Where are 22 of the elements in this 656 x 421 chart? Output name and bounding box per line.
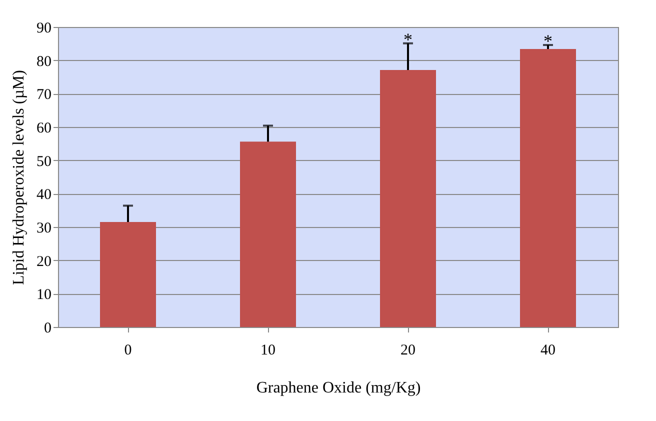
annotation: * (544, 31, 552, 51)
x-axis-title: Graphene Oxide (mg/Kg) (256, 380, 421, 396)
annotation: * (404, 29, 412, 50)
x-tick-label: 40 (540, 342, 556, 358)
y-tick-label: 80 (36, 54, 52, 70)
bar (240, 142, 296, 327)
y-tick-label: 60 (36, 120, 52, 136)
y-tick-label: 20 (36, 254, 52, 270)
bar (100, 222, 156, 327)
bar (520, 49, 576, 327)
y-tick-label: 0 (44, 320, 52, 336)
y-tick-label: 50 (36, 154, 52, 170)
x-tick-label: 0 (124, 342, 132, 358)
x-tick-label: 20 (400, 342, 416, 358)
y-tick-label: 70 (36, 87, 52, 104)
y-tick-label: 90 (36, 20, 52, 36)
y-tick-label: 10 (36, 287, 52, 304)
y-tick-label: 30 (36, 220, 52, 236)
y-tick-label: 40 (36, 187, 52, 204)
x-tick-label: 10 (260, 342, 276, 358)
y-axis-title: Lipid Hydroperoxide levels (µM) (10, 70, 28, 285)
bar (380, 70, 436, 327)
